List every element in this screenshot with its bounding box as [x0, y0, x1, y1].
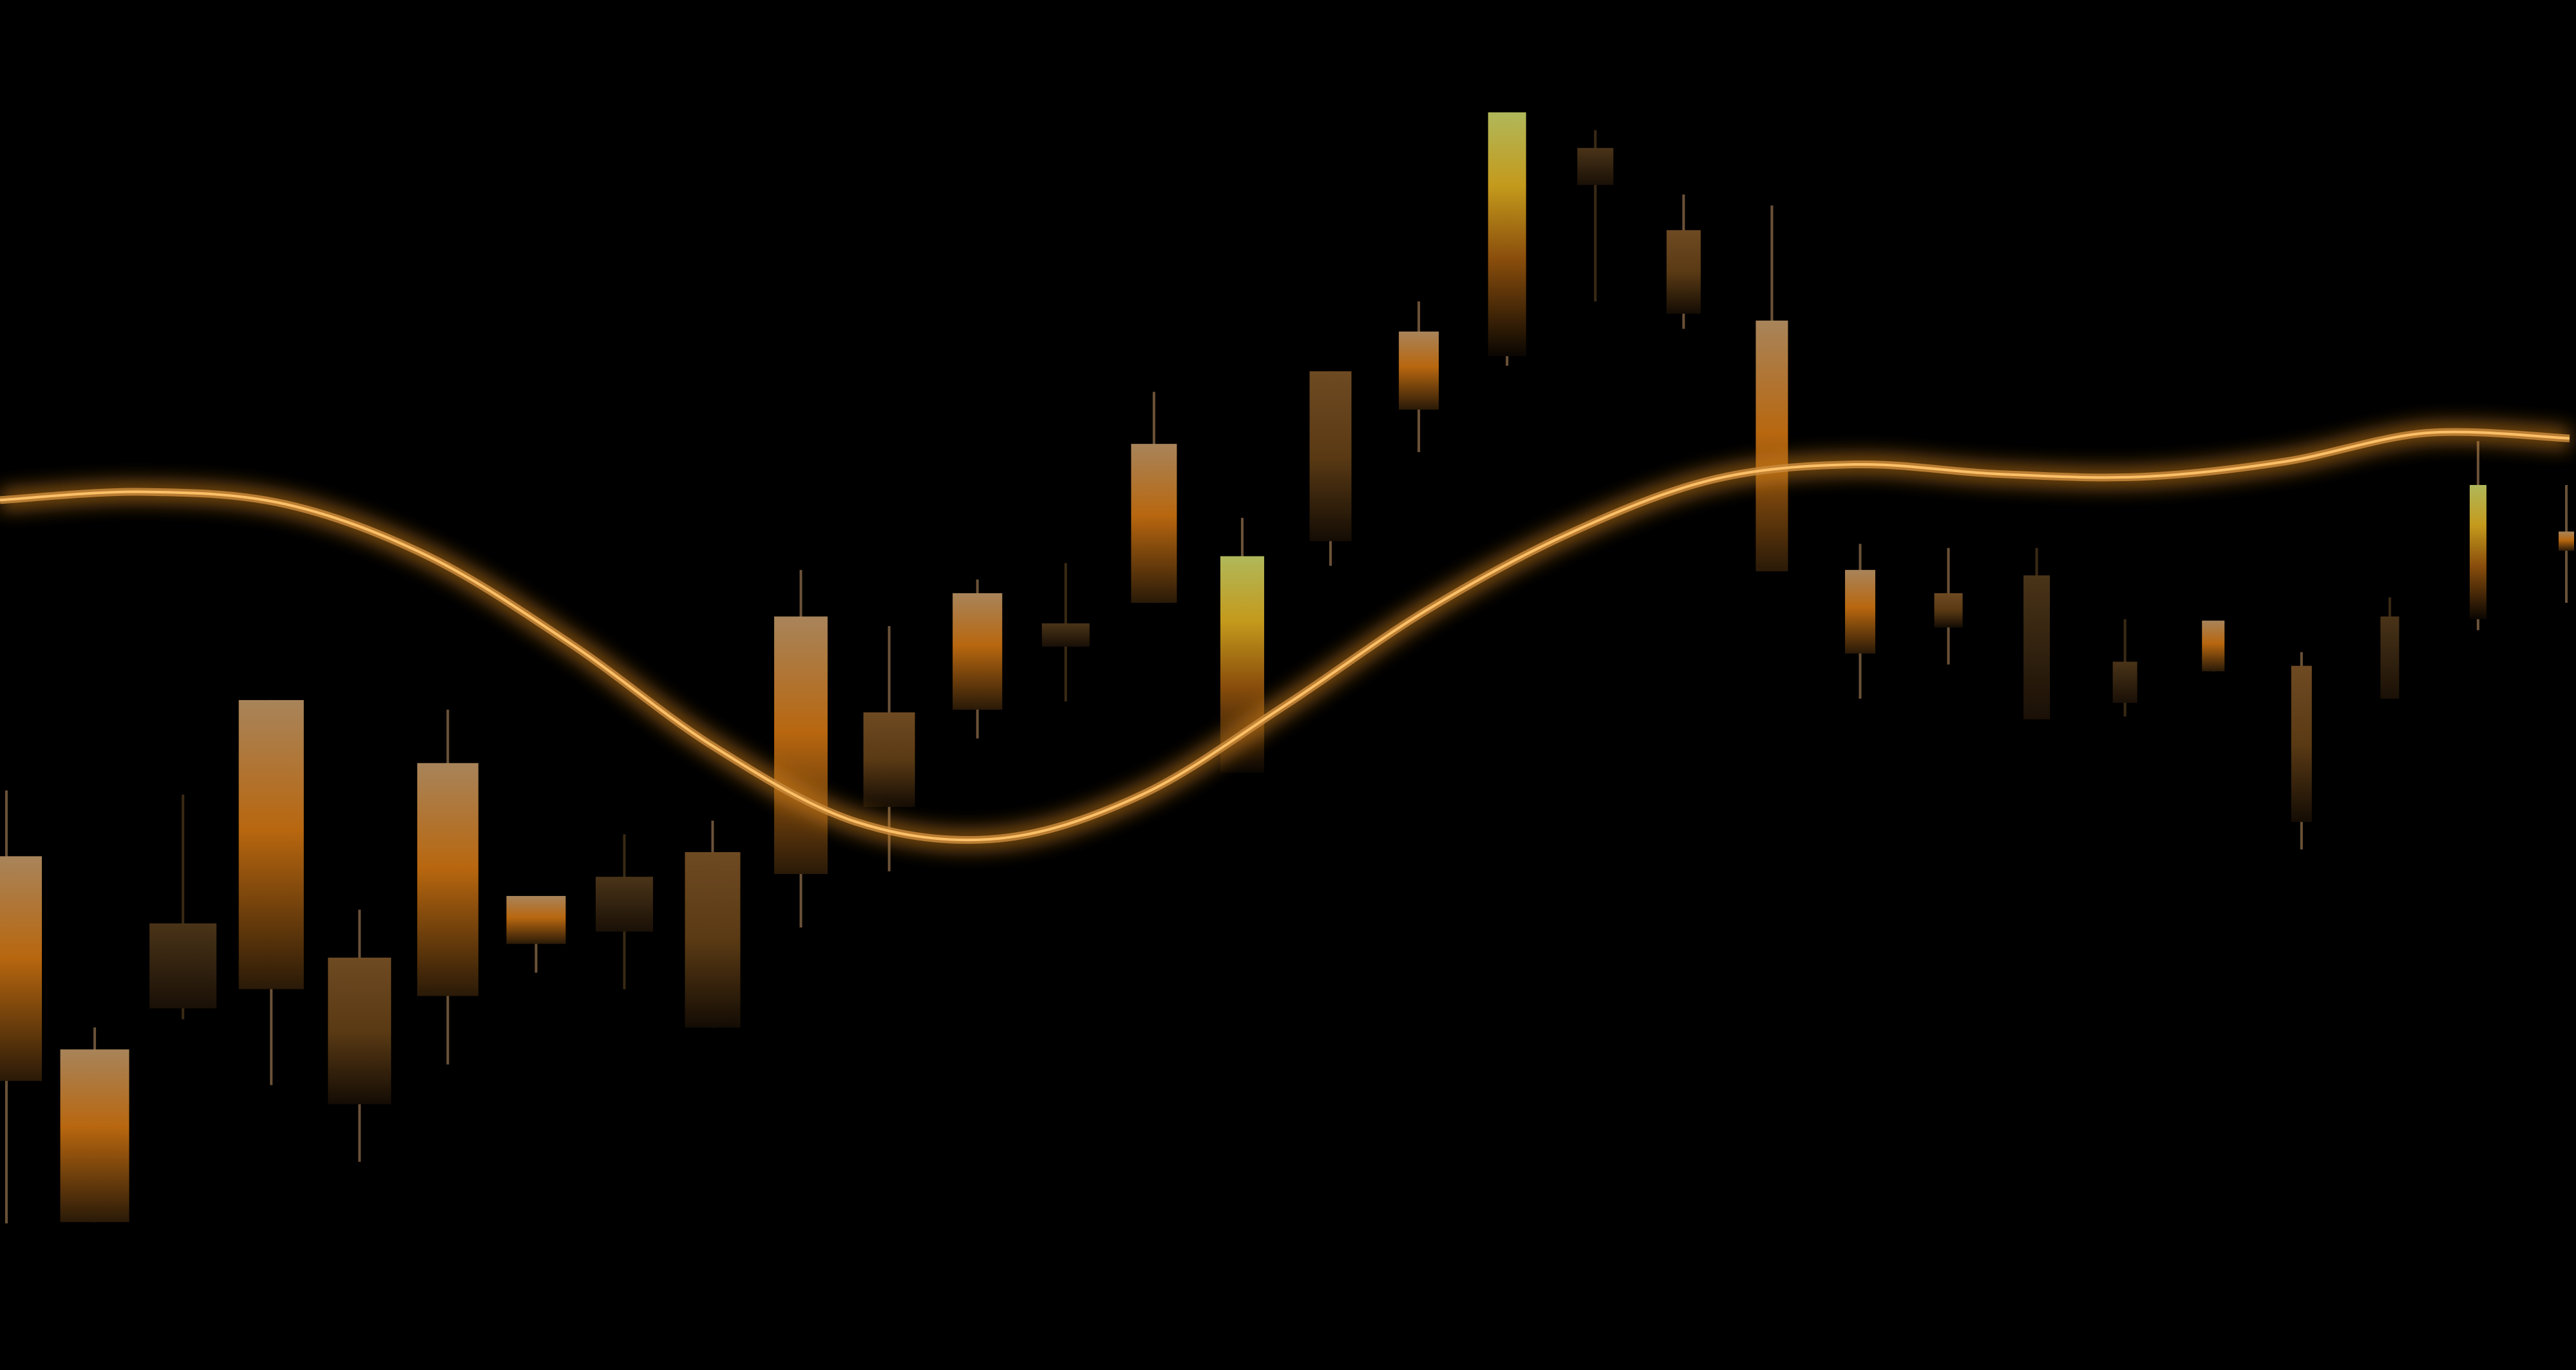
candle-20 [1666, 195, 1701, 329]
candle-body [1131, 444, 1177, 603]
candle-6 [417, 709, 478, 1065]
candle-8 [595, 834, 653, 989]
candle-body [149, 923, 217, 1009]
candle-body [863, 712, 915, 807]
candle-28 [2380, 597, 2400, 699]
candle-30 [2559, 484, 2574, 603]
candle-body [238, 699, 304, 989]
candle-body [1488, 112, 1526, 357]
candle-10 [774, 569, 828, 928]
candle-body [0, 856, 42, 1081]
candle-body [2380, 616, 2400, 699]
candle-body [2469, 484, 2486, 620]
candles-group [0, 112, 2574, 1224]
candle-body [60, 1049, 129, 1223]
candle-25 [2112, 619, 2137, 717]
candle-2 [60, 1027, 129, 1223]
candle-23 [1934, 547, 1963, 665]
candle-22 [1844, 544, 1875, 699]
candle-19 [1577, 130, 1614, 301]
candle-body [1756, 320, 1788, 571]
candle-29 [2469, 441, 2486, 631]
candle-18 [1488, 112, 1526, 366]
candle-body [506, 896, 566, 944]
trend-line-group [0, 421, 2570, 851]
trend-line [0, 430, 2570, 842]
candle-body [2291, 665, 2312, 823]
candle-3 [149, 794, 217, 1020]
candle-body [1577, 147, 1614, 186]
candle-body [1399, 331, 1439, 410]
candle-body [1844, 569, 1875, 654]
candle-body [1934, 593, 1963, 628]
candle-body [2202, 620, 2225, 672]
candle-26 [2202, 620, 2225, 672]
trend-line-band [0, 428, 2570, 844]
candle-1 [0, 790, 42, 1224]
candle-17 [1399, 301, 1439, 452]
candle-body [1041, 623, 1090, 647]
candle-11 [863, 626, 915, 871]
candle-body [1309, 371, 1352, 542]
candle-body [952, 593, 1003, 710]
candle-21 [1756, 205, 1788, 571]
candle-body [417, 763, 478, 996]
candle-13 [1041, 563, 1090, 702]
candle-body [595, 877, 653, 932]
candle-5 [328, 909, 392, 1162]
candle-body [2112, 661, 2137, 703]
candle-body [2023, 575, 2050, 719]
candle-16 [1309, 371, 1352, 566]
candle-body [2559, 531, 2574, 551]
candle-12 [952, 579, 1003, 739]
candle-24 [2023, 547, 2050, 719]
trend-line-glow [0, 421, 2570, 851]
candle-9 [685, 821, 741, 1028]
candle-body [328, 957, 392, 1105]
candle-body [685, 851, 741, 1028]
candle-14 [1131, 392, 1177, 603]
candle-4 [238, 699, 304, 1085]
candle-body [1666, 230, 1701, 314]
candle-body [774, 616, 828, 875]
candle-7 [506, 896, 566, 973]
candle-27 [2291, 652, 2312, 850]
